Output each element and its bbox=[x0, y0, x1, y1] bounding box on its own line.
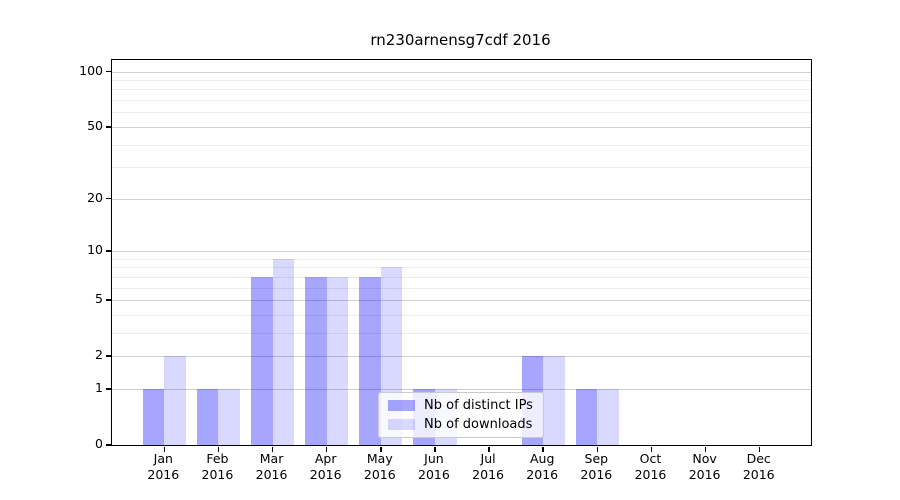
bar-downloads bbox=[164, 356, 186, 445]
x-tick-mark bbox=[434, 446, 436, 452]
bar-distinct-ips bbox=[359, 276, 381, 445]
major-gridline bbox=[112, 198, 811, 200]
minor-gridline bbox=[112, 167, 811, 169]
y-tick-label: 0 bbox=[95, 436, 103, 451]
minor-gridline bbox=[112, 144, 811, 146]
x-tick-label: Nov 2016 bbox=[688, 451, 721, 482]
x-tick-mark bbox=[325, 446, 328, 452]
x-tick-label: Apr 2016 bbox=[309, 451, 342, 482]
y-tick-mark bbox=[105, 126, 111, 128]
y-tick-label: 5 bbox=[95, 291, 103, 307]
x-tick-label: Aug 2016 bbox=[526, 451, 559, 482]
y-tick-mark bbox=[105, 444, 111, 446]
x-tick-label: May 2016 bbox=[363, 451, 396, 482]
bar-distinct-ips bbox=[250, 276, 273, 445]
major-gridline bbox=[112, 251, 811, 252]
x-tick-label: Jan 2016 bbox=[147, 451, 180, 482]
x-tick-mark bbox=[217, 446, 220, 452]
y-tick-label: 50 bbox=[87, 117, 103, 133]
y-tick-mark bbox=[105, 388, 111, 390]
y-tick-label: 10 bbox=[87, 242, 103, 257]
minor-gridline bbox=[112, 276, 811, 278]
x-tick-label: Dec 2016 bbox=[742, 451, 775, 482]
x-tick-mark bbox=[380, 446, 382, 452]
x-tick-mark bbox=[542, 446, 544, 452]
bar-distinct-ips bbox=[575, 388, 598, 445]
legend-label-downloads: Nb of downloads bbox=[424, 417, 533, 432]
y-tick-mark bbox=[105, 70, 111, 73]
legend-swatch-downloads bbox=[388, 419, 415, 430]
minor-gridline bbox=[112, 100, 811, 102]
legend-item-downloads: Nb of downloads bbox=[388, 417, 533, 432]
y-tick-label: 2 bbox=[95, 347, 103, 363]
major-gridline bbox=[112, 388, 811, 390]
minor-gridline bbox=[112, 89, 811, 91]
bar-distinct-ips bbox=[305, 276, 327, 445]
bar-downloads bbox=[543, 356, 565, 445]
minor-gridline bbox=[112, 287, 811, 289]
x-tick-label: Feb 2016 bbox=[201, 451, 234, 482]
legend-label-distinct-ips: Nb of distinct IPs bbox=[424, 398, 533, 413]
legend-item-distinct-ips: Nb of distinct IPs bbox=[388, 398, 533, 413]
bar-downloads bbox=[326, 276, 349, 445]
x-tick-mark bbox=[704, 446, 707, 452]
bar-distinct-ips bbox=[142, 388, 165, 445]
x-tick-mark bbox=[488, 446, 490, 452]
legend: Nb of distinct IPs Nb of downloads bbox=[378, 392, 544, 438]
minor-gridline bbox=[112, 258, 811, 260]
y-tick-label: 20 bbox=[87, 189, 103, 205]
x-tick-mark bbox=[271, 446, 274, 452]
x-tick-mark bbox=[650, 446, 653, 452]
plot-area bbox=[105, 59, 812, 452]
x-tick-mark bbox=[163, 446, 166, 452]
x-tick-mark bbox=[596, 446, 599, 452]
y-tick-label: 100 bbox=[79, 62, 103, 78]
bar-downloads bbox=[218, 388, 241, 445]
x-tick-label: Mar 2016 bbox=[255, 451, 288, 482]
minor-gridline bbox=[112, 267, 811, 269]
x-tick-mark bbox=[758, 446, 761, 452]
x-tick-label: Jun 2016 bbox=[418, 451, 450, 482]
major-gridline bbox=[112, 126, 811, 128]
bar-distinct-ips bbox=[196, 388, 219, 445]
x-tick-label: Jul 2016 bbox=[472, 451, 504, 482]
x-tick-label: Oct 2016 bbox=[634, 451, 667, 482]
y-tick-mark bbox=[105, 250, 111, 252]
major-gridline bbox=[112, 300, 811, 302]
minor-gridline bbox=[112, 112, 811, 114]
minor-gridline bbox=[112, 80, 811, 82]
y-tick-mark bbox=[105, 299, 111, 301]
bar-downloads bbox=[272, 258, 295, 445]
chart-title: rn230arnensg7cdf 2016 bbox=[370, 31, 551, 49]
minor-gridline bbox=[112, 332, 811, 334]
y-tick-mark bbox=[105, 355, 111, 357]
y-tick-label: 1 bbox=[95, 379, 103, 395]
legend-swatch-distinct-ips bbox=[388, 400, 415, 411]
y-tick-mark bbox=[105, 197, 111, 200]
minor-gridline bbox=[112, 314, 811, 316]
bar-downloads bbox=[597, 388, 619, 445]
major-gridline bbox=[112, 356, 811, 358]
x-tick-label: Sep 2016 bbox=[580, 451, 613, 482]
major-gridline bbox=[112, 71, 811, 73]
